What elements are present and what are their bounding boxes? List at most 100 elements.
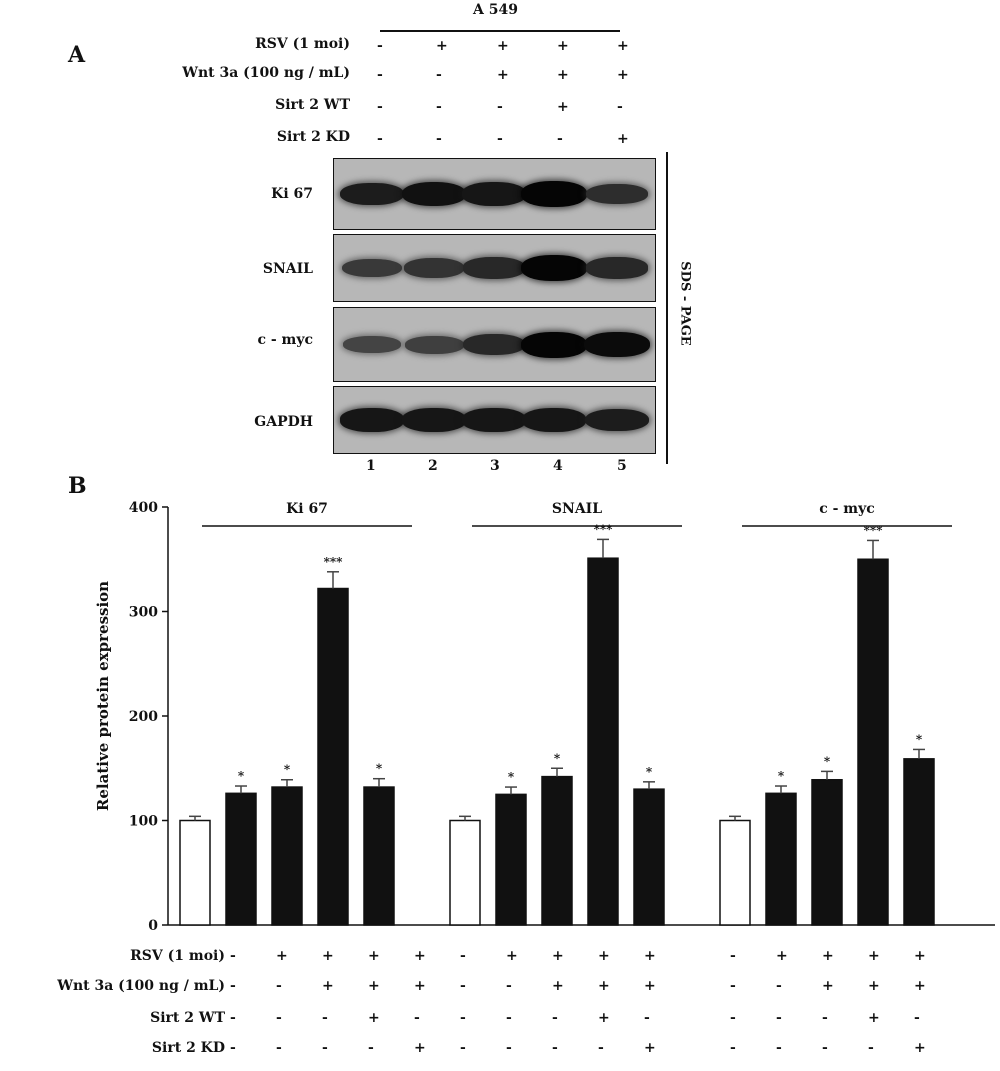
sign: + bbox=[598, 978, 610, 994]
bar bbox=[541, 775, 573, 926]
sign: + bbox=[276, 948, 288, 964]
sign: - bbox=[230, 1040, 236, 1056]
significance-mark: *** bbox=[324, 555, 344, 569]
sign: - bbox=[776, 1010, 782, 1026]
bar bbox=[449, 819, 481, 926]
sign: + bbox=[497, 38, 509, 54]
sign: - bbox=[776, 1040, 782, 1056]
significance-mark: * bbox=[824, 754, 831, 768]
sign: - bbox=[276, 1010, 282, 1026]
sign: - bbox=[552, 1010, 558, 1026]
condition-label: Wnt 3a (100 ng / mL) bbox=[57, 978, 225, 994]
sign: - bbox=[730, 1010, 736, 1026]
sign: - bbox=[506, 978, 512, 994]
significance-mark: * bbox=[646, 765, 653, 779]
significance-mark: * bbox=[508, 770, 515, 784]
blot-band bbox=[404, 335, 464, 354]
group-label: c - myc bbox=[819, 501, 875, 517]
significance-mark: *** bbox=[864, 523, 884, 537]
sign: + bbox=[557, 67, 569, 83]
sign: - bbox=[377, 38, 383, 54]
bar bbox=[765, 792, 797, 926]
blot-band bbox=[403, 258, 465, 278]
sign: + bbox=[557, 38, 569, 54]
sign: - bbox=[436, 131, 442, 147]
sign: - bbox=[276, 978, 282, 994]
sign: - bbox=[730, 1040, 736, 1056]
sign: - bbox=[822, 1040, 828, 1056]
sign: - bbox=[730, 948, 736, 964]
blot-image-gapdh bbox=[333, 386, 656, 454]
panel-b-letter: B bbox=[68, 473, 87, 499]
sign: + bbox=[822, 948, 834, 964]
sign: + bbox=[644, 978, 656, 994]
sign: + bbox=[322, 978, 334, 994]
sign: - bbox=[322, 1010, 328, 1026]
sign: - bbox=[557, 131, 563, 147]
lane-number: 5 bbox=[617, 458, 627, 474]
bar bbox=[719, 819, 751, 926]
sign: - bbox=[460, 948, 466, 964]
blot-label-gapdh: GAPDH bbox=[254, 414, 313, 430]
blot-label-ki67: Ki 67 bbox=[271, 186, 313, 202]
bar bbox=[179, 819, 211, 926]
sign: + bbox=[552, 948, 564, 964]
sign: + bbox=[322, 948, 334, 964]
cell-line-underline bbox=[380, 30, 620, 32]
bar bbox=[363, 786, 395, 926]
bar bbox=[587, 557, 619, 926]
blot-label-snail: SNAIL bbox=[262, 261, 313, 277]
sign: - bbox=[414, 1010, 420, 1026]
group-label: SNAIL bbox=[552, 501, 602, 517]
blot-band bbox=[402, 408, 466, 432]
sign: + bbox=[868, 948, 880, 964]
sign: + bbox=[868, 978, 880, 994]
condition-label: Sirt 2 KD bbox=[276, 129, 350, 145]
condition-label: Sirt 2 KD bbox=[151, 1040, 225, 1056]
sign: + bbox=[914, 978, 926, 994]
sign: - bbox=[497, 99, 503, 115]
condition-label: Wnt 3a (100 ng / mL) bbox=[182, 65, 350, 81]
blot-band bbox=[340, 408, 404, 432]
significance-mark: * bbox=[376, 762, 383, 776]
bar bbox=[225, 792, 257, 926]
sign: - bbox=[436, 67, 442, 83]
blot-band bbox=[462, 408, 526, 432]
significance-mark: * bbox=[916, 732, 923, 746]
bar bbox=[857, 558, 889, 926]
sign: - bbox=[506, 1010, 512, 1026]
blot-band bbox=[586, 257, 648, 279]
sign: - bbox=[230, 1010, 236, 1026]
blot-image-cmyc bbox=[333, 307, 656, 382]
blot-band bbox=[342, 258, 402, 278]
blot-band bbox=[340, 182, 404, 206]
bar bbox=[495, 793, 527, 926]
lane-number: 4 bbox=[553, 458, 563, 474]
bar-chart: 0 100 200 300 400 Relative protein expression… bbox=[94, 500, 995, 934]
condition-label: RSV (1 moi) bbox=[130, 948, 225, 964]
sign: + bbox=[368, 1010, 380, 1026]
blot-band bbox=[463, 333, 525, 356]
sign: - bbox=[230, 948, 236, 964]
condition-label: Sirt 2 WT bbox=[150, 1010, 225, 1026]
sign: + bbox=[368, 978, 380, 994]
sign: - bbox=[914, 1010, 920, 1026]
sign: + bbox=[414, 948, 426, 964]
sign: + bbox=[776, 948, 788, 964]
significance-mark: * bbox=[238, 769, 245, 783]
significance-mark: *** bbox=[594, 522, 614, 536]
blot-band bbox=[342, 335, 402, 354]
sign: - bbox=[497, 131, 503, 147]
lane-number: 3 bbox=[490, 458, 500, 474]
sign: - bbox=[552, 1040, 558, 1056]
significance-mark: * bbox=[778, 769, 785, 783]
sign: - bbox=[460, 1040, 466, 1056]
blot-band bbox=[585, 408, 649, 432]
sign: + bbox=[914, 948, 926, 964]
sign: + bbox=[644, 1040, 656, 1056]
sign: + bbox=[617, 67, 629, 83]
sign: - bbox=[617, 99, 623, 115]
bar bbox=[633, 788, 665, 926]
sign: + bbox=[617, 38, 629, 54]
sign: - bbox=[460, 1010, 466, 1026]
